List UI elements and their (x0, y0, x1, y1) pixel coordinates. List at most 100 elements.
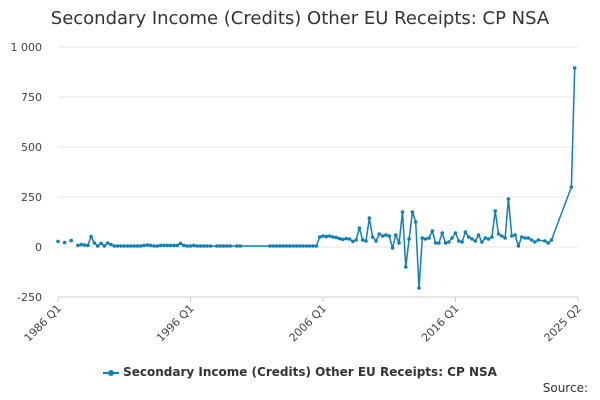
data-point[interactable] (457, 239, 461, 243)
data-point[interactable] (218, 244, 223, 248)
data-point[interactable] (142, 243, 146, 248)
data-point[interactable] (407, 237, 411, 241)
data-point[interactable] (450, 236, 454, 240)
data-point[interactable] (529, 238, 534, 242)
data-point[interactable] (374, 239, 378, 243)
data-point[interactable] (506, 197, 511, 201)
data-point[interactable] (178, 241, 183, 246)
data-point[interactable] (493, 209, 498, 213)
data-point[interactable] (102, 244, 107, 248)
data-point[interactable] (62, 240, 67, 245)
data-point[interactable] (404, 265, 408, 269)
data-point[interactable] (125, 244, 130, 248)
data-point[interactable] (387, 234, 392, 238)
data-point[interactable] (523, 236, 527, 240)
data-point[interactable] (334, 235, 339, 240)
data-point[interactable] (486, 237, 491, 241)
data-point[interactable] (152, 244, 156, 248)
data-point[interactable] (317, 235, 322, 239)
data-point[interactable] (235, 244, 239, 248)
data-point[interactable] (298, 244, 302, 248)
data-point[interactable] (331, 235, 335, 239)
data-point[interactable] (510, 234, 514, 238)
data-point[interactable] (82, 243, 87, 247)
data-point[interactable] (543, 239, 547, 243)
data-point[interactable] (433, 241, 438, 245)
data-point[interactable] (463, 230, 468, 234)
data-point[interactable] (417, 286, 421, 290)
legend[interactable]: Secondary Income (Credits) Other EU Rece… (0, 365, 600, 379)
data-point[interactable] (430, 229, 435, 233)
data-point[interactable] (175, 243, 179, 248)
data-point[interactable] (109, 242, 113, 247)
data-point[interactable] (89, 234, 93, 239)
data-point[interactable] (112, 244, 117, 248)
data-point[interactable] (569, 185, 574, 189)
data-point[interactable] (301, 244, 305, 248)
data-point[interactable] (155, 244, 160, 248)
data-point[interactable] (327, 234, 332, 238)
data-point[interactable] (115, 244, 120, 248)
data-point[interactable] (443, 241, 448, 245)
data-point[interactable] (148, 243, 153, 248)
data-point[interactable] (476, 233, 481, 237)
data-point[interactable] (490, 235, 494, 239)
data-point[interactable] (198, 244, 203, 248)
data-point[interactable] (536, 238, 541, 242)
data-point[interactable] (572, 66, 577, 70)
data-point[interactable] (397, 241, 401, 245)
data-point[interactable] (291, 244, 296, 248)
data-point[interactable] (268, 244, 272, 248)
data-point[interactable] (307, 244, 312, 248)
data-point[interactable] (500, 234, 504, 238)
data-point[interactable] (351, 239, 355, 244)
data-point[interactable] (281, 244, 286, 248)
data-point[interactable] (549, 238, 554, 242)
data-point[interactable] (437, 241, 441, 245)
data-point[interactable] (284, 244, 289, 248)
data-point[interactable] (390, 246, 395, 250)
data-point[interactable] (95, 244, 100, 248)
data-point[interactable] (278, 244, 282, 248)
data-point[interactable] (208, 244, 213, 248)
data-point[interactable] (380, 234, 385, 238)
data-point[interactable] (119, 244, 123, 248)
data-point[interactable] (384, 233, 388, 237)
data-point[interactable] (79, 242, 83, 247)
data-point[interactable] (92, 241, 97, 245)
data-point[interactable] (122, 244, 126, 248)
data-point[interactable] (483, 236, 488, 240)
data-point[interactable] (185, 244, 189, 248)
data-point[interactable] (357, 226, 362, 230)
data-point[interactable] (420, 236, 425, 240)
data-point[interactable] (271, 244, 276, 248)
data-point[interactable] (225, 244, 229, 248)
data-point[interactable] (470, 237, 474, 241)
data-point[interactable] (69, 238, 73, 243)
data-point[interactable] (370, 235, 375, 239)
data-point[interactable] (129, 244, 133, 248)
data-point[interactable] (139, 244, 143, 248)
data-point[interactable] (205, 244, 209, 248)
data-point[interactable] (400, 210, 405, 214)
data-point[interactable] (413, 220, 418, 224)
data-point[interactable] (201, 244, 206, 248)
data-point[interactable] (453, 231, 458, 235)
data-point[interactable] (526, 236, 531, 240)
data-point[interactable] (347, 237, 352, 241)
data-point[interactable] (473, 239, 478, 243)
data-point[interactable] (168, 243, 173, 248)
data-point[interactable] (182, 243, 186, 248)
data-point[interactable] (215, 244, 219, 248)
data-point[interactable] (460, 240, 464, 244)
data-point[interactable] (410, 210, 415, 214)
data-point[interactable] (364, 239, 368, 243)
data-point[interactable] (367, 216, 372, 220)
data-point[interactable] (228, 244, 232, 248)
data-point[interactable] (311, 244, 315, 248)
data-point[interactable] (99, 241, 103, 246)
data-point[interactable] (172, 243, 176, 248)
data-point[interactable] (503, 236, 507, 240)
data-point[interactable] (360, 238, 365, 242)
data-point[interactable] (76, 243, 80, 248)
